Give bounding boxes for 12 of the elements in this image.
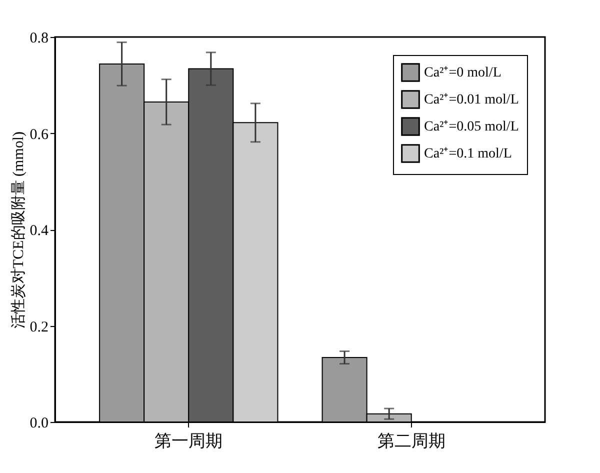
x-tick-label: 第一周期	[154, 432, 223, 450]
y-tick-label: 0.6	[30, 126, 49, 143]
y-tick-label: 0.0	[30, 416, 48, 432]
legend-label: Ca²⁺=0.1 mol/L	[424, 146, 512, 162]
y-axis-title: 活性炭对TCE的吸附量 (mmol)	[10, 131, 27, 329]
legend-label: Ca²⁺=0.01 mol/L	[424, 92, 519, 108]
legend-label: Ca²⁺=0.05 mol/L	[424, 120, 519, 134]
y-tick-label: 0.8	[30, 30, 48, 46]
legend-label: Ca²⁺=0 mol/L	[424, 66, 502, 80]
y-tick-label: 0.4	[30, 223, 49, 239]
y-tick-label: 0.2	[30, 319, 48, 336]
x-tick-label: 第二周期	[377, 432, 446, 450]
